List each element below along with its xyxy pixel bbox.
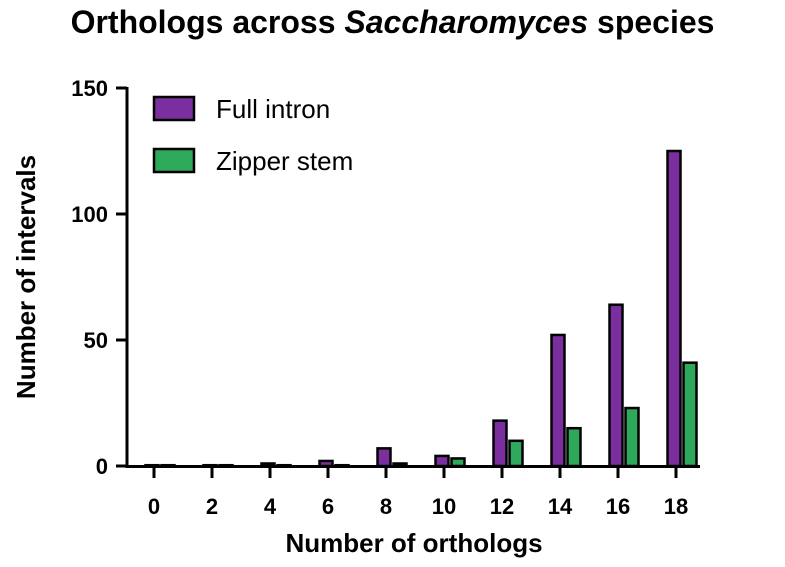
bar-zipper-stem-10 <box>450 457 466 468</box>
legend-swatch-zipper-stem <box>152 147 196 174</box>
bar-zipper-stem-16 <box>624 406 640 468</box>
bars-group <box>144 149 698 468</box>
bar-full-intron-16 <box>608 303 624 468</box>
legend: Full intron Zipper stem <box>152 94 353 176</box>
chart-title-part-1: Orthologs across <box>70 4 345 40</box>
x-tick-label: 14 <box>548 494 573 519</box>
x-ticks-group: 0 2 4 6 8 10 12 14 16 18 <box>148 466 688 519</box>
bar-full-intron-8 <box>376 447 392 468</box>
bar-zipper-stem-12 <box>508 439 524 468</box>
y-ticks-group: 0 50 100 150 <box>71 76 127 479</box>
chart-title-part-3: species <box>588 4 715 40</box>
bar-full-intron-18 <box>666 149 682 468</box>
y-tick-label: 100 <box>71 202 108 227</box>
chart-title-part-2: Saccharomyces <box>344 4 589 40</box>
x-tick-label: 6 <box>322 494 334 519</box>
legend-swatch-full-intron <box>152 95 196 122</box>
x-tick-label: 0 <box>148 494 160 519</box>
y-axis-label: Number of intervals <box>11 155 41 399</box>
bar-zipper-stem-18 <box>682 361 698 468</box>
x-tick-label: 18 <box>664 494 688 519</box>
y-tick-label: 150 <box>71 76 108 101</box>
bar-full-intron-14 <box>550 333 566 468</box>
x-tick-label: 2 <box>206 494 218 519</box>
bar-zipper-stem-14 <box>566 426 582 468</box>
x-tick-label: 8 <box>380 494 392 519</box>
x-tick-label: 12 <box>490 494 514 519</box>
x-tick-label: 16 <box>606 494 630 519</box>
legend-label-zipper-stem: Zipper stem <box>216 146 353 176</box>
legend-label-full-intron: Full intron <box>216 94 330 124</box>
y-tick-label: 0 <box>96 454 108 479</box>
x-tick-label: 10 <box>432 494 456 519</box>
bar-full-intron-12 <box>492 419 508 468</box>
y-tick-label: 50 <box>84 328 108 353</box>
x-axis-label: Number of orthologs <box>285 528 542 558</box>
x-tick-label: 4 <box>264 494 277 519</box>
bar-full-intron-10 <box>434 454 450 468</box>
chart-title: Orthologs across Saccharomyces species <box>0 4 785 41</box>
